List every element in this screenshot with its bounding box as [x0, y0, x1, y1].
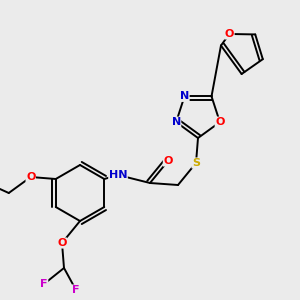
Text: S: S — [192, 158, 200, 168]
Text: HN: HN — [109, 170, 127, 180]
Text: O: O — [26, 172, 35, 182]
Text: O: O — [163, 156, 173, 166]
Text: O: O — [57, 238, 67, 248]
Text: F: F — [40, 279, 48, 289]
Text: N: N — [180, 92, 189, 101]
Text: N: N — [172, 117, 181, 127]
Text: O: O — [225, 29, 234, 39]
Text: F: F — [72, 285, 80, 295]
Text: O: O — [215, 117, 225, 127]
